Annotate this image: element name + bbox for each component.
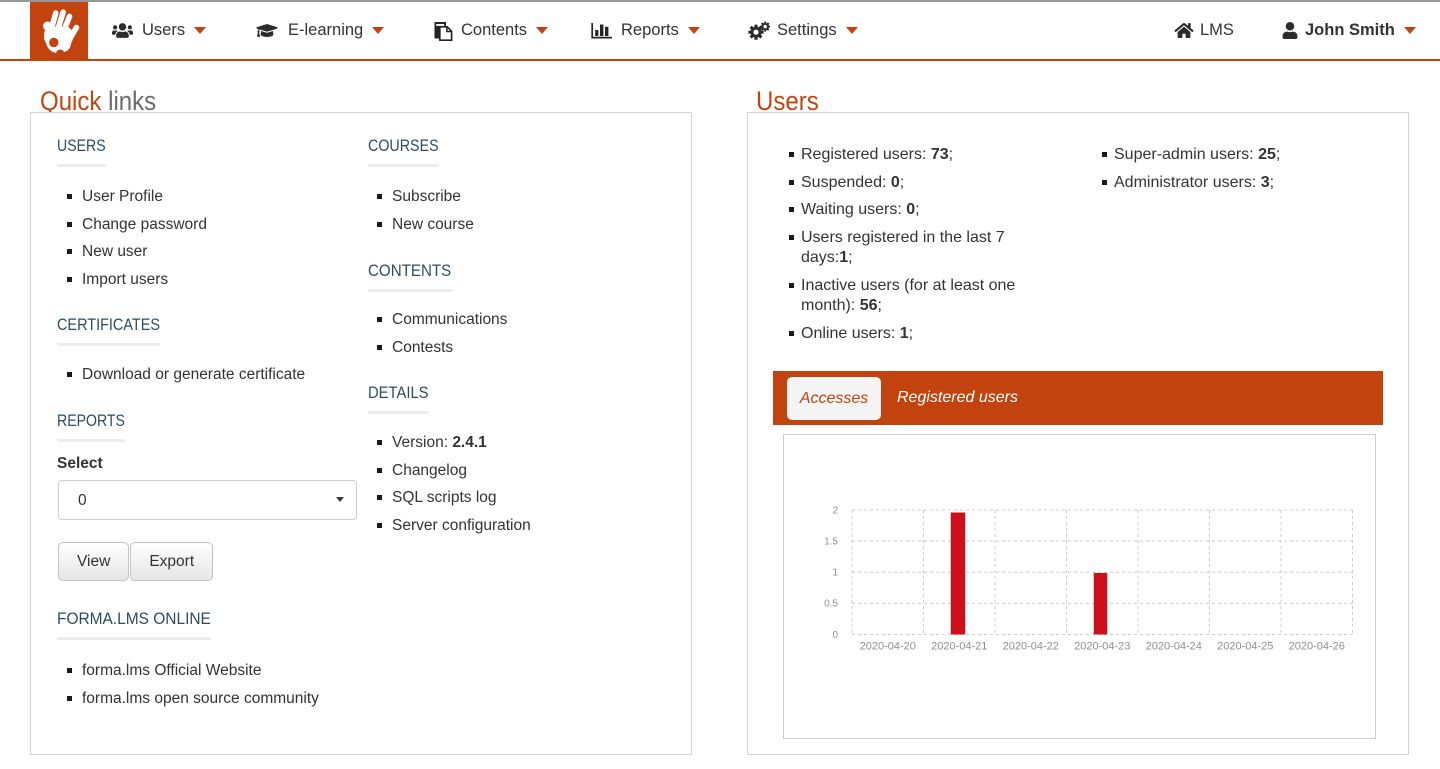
svg-text:2: 2: [832, 505, 838, 516]
svg-text:2020-04-20: 2020-04-20: [860, 641, 916, 653]
svg-text:2020-04-22: 2020-04-22: [1003, 641, 1059, 653]
svg-text:2020-04-24: 2020-04-24: [1146, 641, 1202, 653]
svg-text:0.5: 0.5: [824, 599, 838, 610]
svg-text:2020-04-23: 2020-04-23: [1074, 641, 1130, 653]
svg-text:0: 0: [832, 630, 838, 641]
svg-text:1: 1: [832, 568, 838, 579]
svg-text:2020-04-26: 2020-04-26: [1289, 641, 1345, 653]
svg-text:1.5: 1.5: [824, 536, 838, 547]
svg-text:2020-04-25: 2020-04-25: [1217, 641, 1273, 653]
svg-text:2020-04-21: 2020-04-21: [931, 641, 987, 653]
